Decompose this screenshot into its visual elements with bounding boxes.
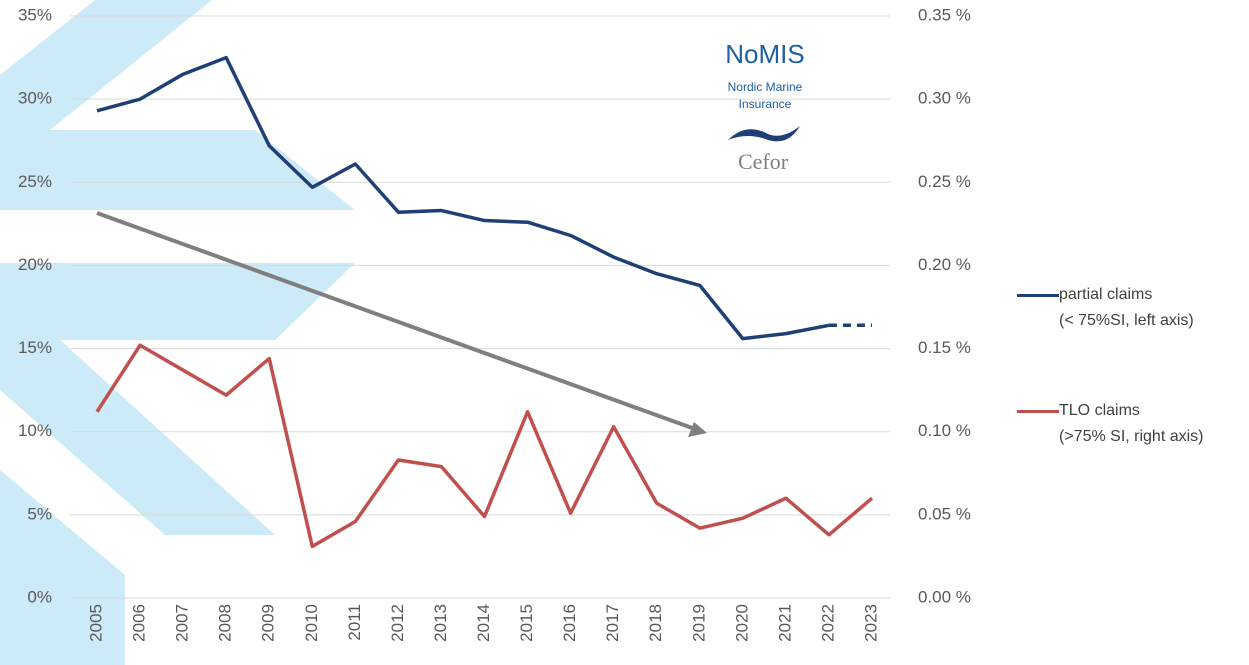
x-tick-label: 2005 bbox=[86, 604, 105, 642]
legend-item: TLO claims (>75% SI, right axis) bbox=[1017, 401, 1249, 450]
logo-title: NoMIS bbox=[725, 39, 804, 69]
y-tick-label: 20% bbox=[18, 255, 52, 274]
y2-tick-label: 0.00 % bbox=[918, 587, 971, 606]
y-tick-label: 30% bbox=[18, 89, 52, 108]
legend-item: partial claims (< 75%SI, left axis) bbox=[1017, 285, 1249, 334]
x-tick-label: 2014 bbox=[474, 604, 493, 642]
y-tick-label: 15% bbox=[18, 338, 52, 357]
y2-tick-label: 0.25 % bbox=[918, 172, 971, 191]
y2-tick-label: 0.35 % bbox=[918, 5, 971, 24]
y-tick-label: 25% bbox=[18, 172, 52, 191]
legend-label: partial claims (< 75%SI, left axis) bbox=[1059, 286, 1194, 329]
x-tick-label: 2018 bbox=[646, 604, 665, 642]
y2-tick-label: 0.15 % bbox=[918, 338, 971, 357]
logo-icon bbox=[728, 126, 800, 142]
x-tick-label: 2016 bbox=[560, 604, 579, 642]
x-tick-label: 2017 bbox=[603, 604, 622, 642]
trend-arrow bbox=[96, 211, 696, 431]
x-tick-label: 2023 bbox=[861, 604, 880, 642]
x-tick-label: 2012 bbox=[388, 604, 407, 642]
y2-tick-label: 0.30 % bbox=[918, 89, 971, 108]
x-tick-label: 2013 bbox=[431, 604, 450, 642]
x-tick-label: 2011 bbox=[345, 604, 364, 641]
logo-subtitle: Insurance bbox=[739, 97, 792, 111]
y-tick-label: 5% bbox=[27, 504, 52, 523]
y-tick-label: 35% bbox=[18, 5, 52, 24]
x-tick-label: 2008 bbox=[216, 604, 235, 642]
series-line bbox=[96, 55, 830, 341]
x-tick-label: 2020 bbox=[732, 604, 751, 642]
x-tick-label: 2006 bbox=[130, 604, 149, 642]
y-tick-label: 0% bbox=[27, 587, 52, 606]
legend-swatch bbox=[1017, 410, 1059, 413]
background-decoration bbox=[0, 0, 355, 665]
x-tick-label: 2019 bbox=[689, 604, 708, 642]
series-line bbox=[95, 343, 874, 549]
logo-subtitle: Nordic Marine bbox=[728, 80, 803, 94]
legend-label: TLO claims (>75% SI, right axis) bbox=[1059, 402, 1204, 445]
x-tick-label: 2010 bbox=[302, 604, 321, 642]
legend-swatch bbox=[1017, 294, 1059, 297]
y2-tick-label: 0.20 % bbox=[918, 255, 971, 274]
y2-tick-label: 0.10 % bbox=[918, 421, 971, 440]
y2-tick-label: 0.05 % bbox=[918, 504, 971, 523]
trend-arrow-head bbox=[688, 422, 707, 437]
x-tick-label: 2022 bbox=[818, 604, 837, 642]
y-tick-label: 10% bbox=[18, 421, 52, 440]
x-tick-label: 2007 bbox=[173, 604, 192, 642]
x-tick-label: 2021 bbox=[775, 604, 794, 642]
x-tick-label: 2015 bbox=[517, 604, 536, 642]
logo-org: Cefor bbox=[738, 149, 789, 174]
x-tick-label: 2009 bbox=[259, 604, 278, 642]
